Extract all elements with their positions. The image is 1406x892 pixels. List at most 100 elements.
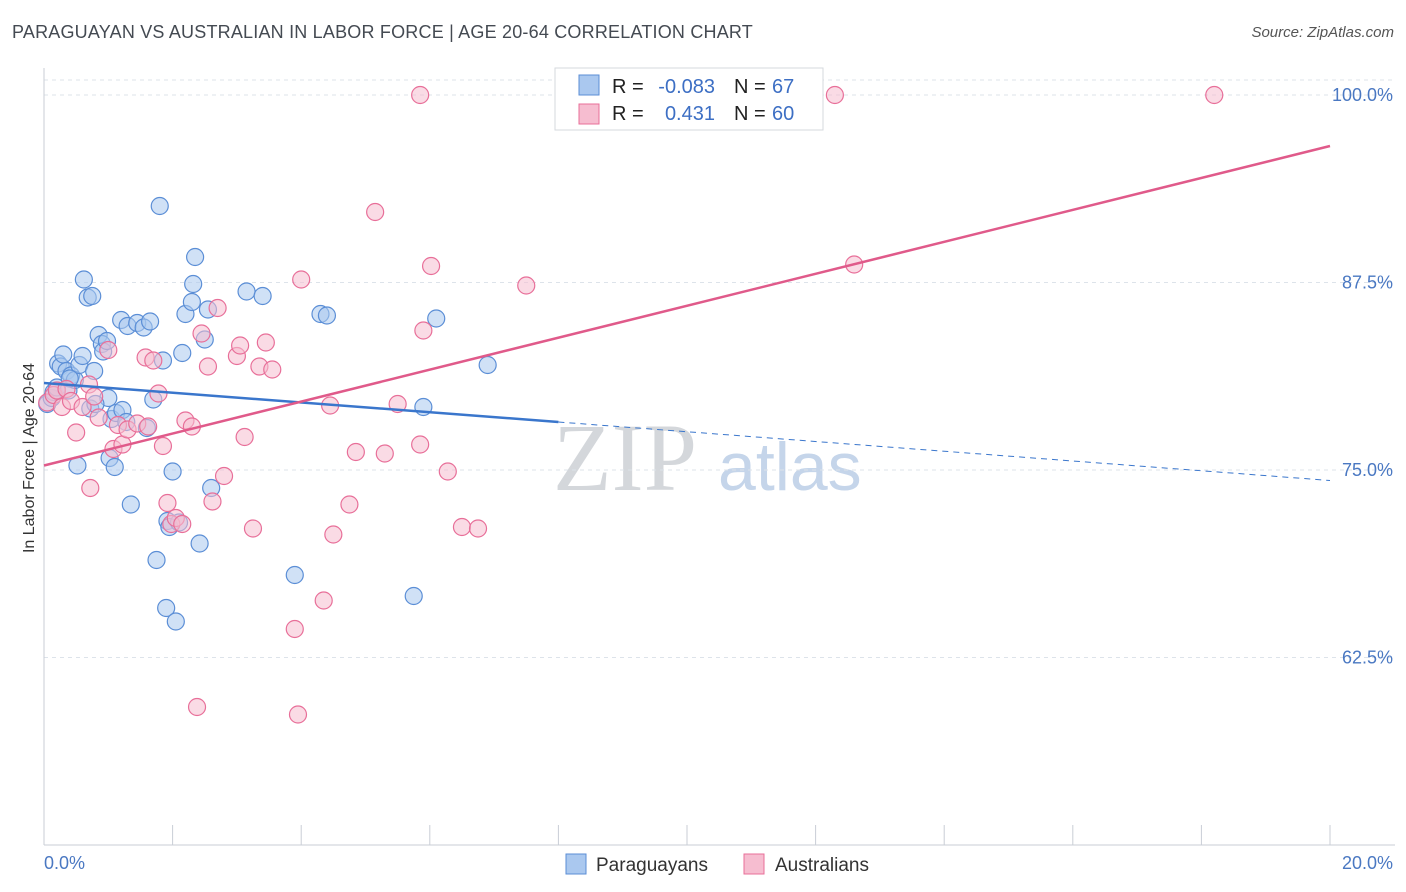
scatter-point xyxy=(340,495,359,514)
scatter-point xyxy=(256,333,275,352)
scatter-point xyxy=(1205,85,1224,105)
scatter-point xyxy=(208,298,227,318)
scatter-point xyxy=(414,321,433,340)
scatter-point xyxy=(243,519,263,538)
scatter-point xyxy=(292,270,311,289)
legend-n-value-paraguayans: 67 xyxy=(772,76,794,98)
trend-lines xyxy=(43,144,1331,481)
scatter-point xyxy=(317,306,337,325)
legend-n-value-australians: 60 xyxy=(772,103,794,125)
series-legend: Paraguayans Australians xyxy=(565,853,869,876)
scatter-point xyxy=(324,525,343,544)
scatter-point xyxy=(285,565,304,585)
scatter-point xyxy=(187,697,207,717)
source-credit: Source: ZipAtlas.com xyxy=(1251,24,1394,41)
scatter-point xyxy=(468,519,488,538)
scatter-point xyxy=(99,340,118,360)
scatter-point xyxy=(85,387,104,406)
x-axis-ticks xyxy=(43,825,1331,845)
x-tick-label-max: 20.0% xyxy=(1342,853,1393,873)
scatter-point xyxy=(478,355,497,375)
watermark-zip: ZIP xyxy=(553,404,697,511)
scatter-point xyxy=(166,612,185,631)
scatter-point xyxy=(411,85,430,105)
y-tick-label: 87.5% xyxy=(1342,273,1393,293)
y-tick-labels: 62.5% 75.0% 87.5% 100.0% xyxy=(1332,85,1393,668)
scatter-point xyxy=(237,282,256,301)
legend-n-label-australians: N = xyxy=(734,103,766,125)
scatter-point xyxy=(153,436,173,456)
scatter-point xyxy=(105,457,124,477)
scatter-point xyxy=(158,493,177,513)
scatter-point xyxy=(144,351,163,370)
scatter-point xyxy=(231,336,250,355)
scatter-point xyxy=(192,324,211,343)
legend-r-label-australians: R = xyxy=(612,103,644,125)
scatter-point xyxy=(184,274,203,294)
legend-r-label-paraguayans: R = xyxy=(612,76,644,98)
scatter-point xyxy=(263,360,282,379)
scatter-point xyxy=(173,514,192,534)
scatter-point xyxy=(198,357,218,376)
scatter-point xyxy=(182,292,201,312)
y-tick-label: 100.0% xyxy=(1332,85,1393,105)
legend-r-value-paraguayans: -0.083 xyxy=(658,76,715,98)
scatter-point xyxy=(149,384,168,403)
y-tick-label: 75.0% xyxy=(1342,460,1393,480)
scatter-point xyxy=(150,196,169,216)
scatter-point xyxy=(411,435,430,454)
watermark-atlas: atlas xyxy=(718,429,862,505)
scatter-point xyxy=(163,462,182,481)
scatter-point xyxy=(147,550,166,570)
scatter-point xyxy=(452,517,472,537)
scatter-point xyxy=(214,466,234,486)
scatter-point xyxy=(235,427,254,447)
scatter-point xyxy=(83,286,102,306)
trend-line-paraguayans-extension xyxy=(558,421,1331,481)
scatter-point xyxy=(253,286,272,306)
x-tick-label-min: 0.0% xyxy=(44,853,85,873)
scatter-point xyxy=(186,247,205,267)
scatter-point xyxy=(121,495,140,514)
chart-title: PARAGUAYAN VS AUSTRALIAN IN LABOR FORCE … xyxy=(12,22,753,42)
scatter-point xyxy=(74,270,93,289)
legend-swatch-paraguayans xyxy=(578,74,600,96)
scatter-point xyxy=(157,598,176,618)
scatter-point xyxy=(427,309,446,328)
legend-swatch-australians xyxy=(578,103,600,125)
scatter-point xyxy=(139,417,158,436)
y-axis-label: In Labor Force | Age 20-64 xyxy=(21,363,38,553)
scatter-point xyxy=(438,462,457,481)
scatter-point xyxy=(346,442,365,462)
scatter-point xyxy=(173,343,192,363)
scatter-point xyxy=(67,423,86,442)
scatter-point xyxy=(288,705,308,724)
legend-box xyxy=(554,67,824,131)
series-legend-label-paraguayans: Paraguayans xyxy=(596,855,708,876)
gridlines xyxy=(44,79,1395,658)
scatter-point xyxy=(375,444,394,463)
y-tick-label: 62.5% xyxy=(1342,648,1393,668)
scatter-point xyxy=(73,346,92,366)
scatter-point xyxy=(190,534,209,553)
scatter-point xyxy=(366,202,385,222)
series-legend-label-australians: Australians xyxy=(775,855,869,876)
scatter-point xyxy=(54,345,73,364)
trend-line-australians xyxy=(43,144,1331,467)
scatter-point xyxy=(81,478,100,498)
scatter-point xyxy=(73,397,92,417)
scatter-point xyxy=(203,492,222,511)
scatter-point xyxy=(825,85,844,105)
legend-r-value-australians: 0.431 xyxy=(665,103,715,125)
correlation-legend: R = -0.083 N = 67 R = 0.431 N = 60 xyxy=(554,67,824,131)
legend-n-label-paraguayans: N = xyxy=(734,76,766,98)
scatter-point xyxy=(140,312,160,331)
scatter-point xyxy=(314,591,333,610)
series-legend-swatch-australians xyxy=(743,853,765,875)
series-legend-swatch-paraguayans xyxy=(565,853,587,875)
scatter-point xyxy=(421,256,441,276)
scatter-point xyxy=(517,276,536,295)
scatter-point xyxy=(404,586,423,606)
scatter-point xyxy=(89,408,108,427)
